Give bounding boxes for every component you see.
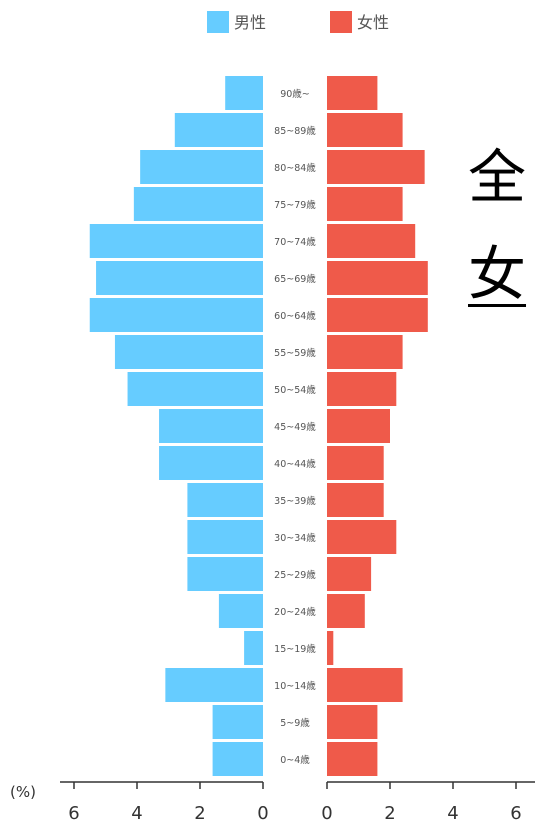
bar-male-1 <box>174 113 263 147</box>
age-label-16: 10~14歳 <box>274 680 316 692</box>
age-label-18: 0~4歳 <box>280 754 310 766</box>
bar-male-2 <box>140 150 263 184</box>
age-label-7: 55~59歳 <box>274 347 316 359</box>
bar-female-9 <box>327 409 390 443</box>
legend-label-female: 女性 <box>357 13 389 32</box>
bar-female-12 <box>327 520 397 554</box>
bar-female-5 <box>327 261 428 295</box>
bar-female-11 <box>327 483 384 517</box>
bar-male-7 <box>114 335 263 369</box>
bar-male-3 <box>133 187 263 221</box>
age-label-10: 40~44歳 <box>274 458 316 470</box>
bar-male-8 <box>127 372 263 406</box>
bar-female-13 <box>327 557 372 591</box>
age-label-11: 35~39歳 <box>274 495 316 507</box>
bar-female-1 <box>327 113 403 147</box>
bar-female-18 <box>327 742 378 776</box>
bar-male-6 <box>89 298 263 332</box>
bar-female-14 <box>327 594 365 628</box>
legend-swatch-male <box>207 11 229 33</box>
bar-female-3 <box>327 187 403 221</box>
bar-female-2 <box>327 150 425 184</box>
bar-female-8 <box>327 372 397 406</box>
side-text-1: 全 <box>468 143 527 211</box>
tick-label-left-1: 4 <box>131 803 142 822</box>
age-label-14: 20~24歳 <box>274 606 316 618</box>
age-label-1: 85~89歳 <box>274 125 316 137</box>
bar-female-17 <box>327 705 378 739</box>
bar-male-10 <box>159 446 263 480</box>
bar-female-7 <box>327 335 403 369</box>
tick-label-right-3: 6 <box>510 803 521 822</box>
bar-male-14 <box>218 594 263 628</box>
age-label-13: 25~29歳 <box>274 569 316 581</box>
tick-label-left-2: 2 <box>194 803 205 822</box>
age-label-8: 50~54歳 <box>274 384 316 396</box>
bar-female-15 <box>327 631 334 665</box>
legend: 男性 女性 <box>207 11 389 33</box>
bar-female-0 <box>327 76 378 110</box>
side-text-2: 女 <box>468 240 527 308</box>
legend-swatch-female <box>330 11 352 33</box>
bar-female-16 <box>327 668 403 702</box>
bar-male-4 <box>89 224 263 258</box>
bar-male-11 <box>187 483 263 517</box>
age-label-3: 75~79歳 <box>274 199 316 211</box>
age-label-9: 45~49歳 <box>274 421 316 433</box>
bar-male-17 <box>212 705 263 739</box>
unit-label: (%) <box>10 783 36 801</box>
bar-female-4 <box>327 224 416 258</box>
tick-label-right-1: 2 <box>384 803 395 822</box>
age-label-6: 60~64歳 <box>274 310 316 322</box>
bar-male-9 <box>159 409 263 443</box>
age-label-12: 30~34歳 <box>274 532 316 544</box>
bar-female-10 <box>327 446 384 480</box>
age-label-2: 80~84歳 <box>274 162 316 174</box>
age-label-4: 70~74歳 <box>274 236 316 248</box>
tick-label-right-0: 0 <box>321 803 332 822</box>
bar-male-15 <box>244 631 263 665</box>
tick-label-left-0: 6 <box>68 803 79 822</box>
bar-female-6 <box>327 298 428 332</box>
bar-male-18 <box>212 742 263 776</box>
tick-label-left-3: 0 <box>257 803 268 822</box>
legend-label-male: 男性 <box>234 13 266 32</box>
bar-male-16 <box>165 668 263 702</box>
age-label-0: 90歳~ <box>280 88 310 100</box>
age-label-15: 15~19歳 <box>274 643 316 655</box>
bar-male-12 <box>187 520 263 554</box>
age-label-5: 65~69歳 <box>274 273 316 285</box>
bar-male-0 <box>225 76 263 110</box>
age-label-17: 5~9歳 <box>280 717 310 729</box>
tick-label-right-2: 4 <box>447 803 458 822</box>
bar-male-13 <box>187 557 263 591</box>
bar-male-5 <box>96 261 263 295</box>
